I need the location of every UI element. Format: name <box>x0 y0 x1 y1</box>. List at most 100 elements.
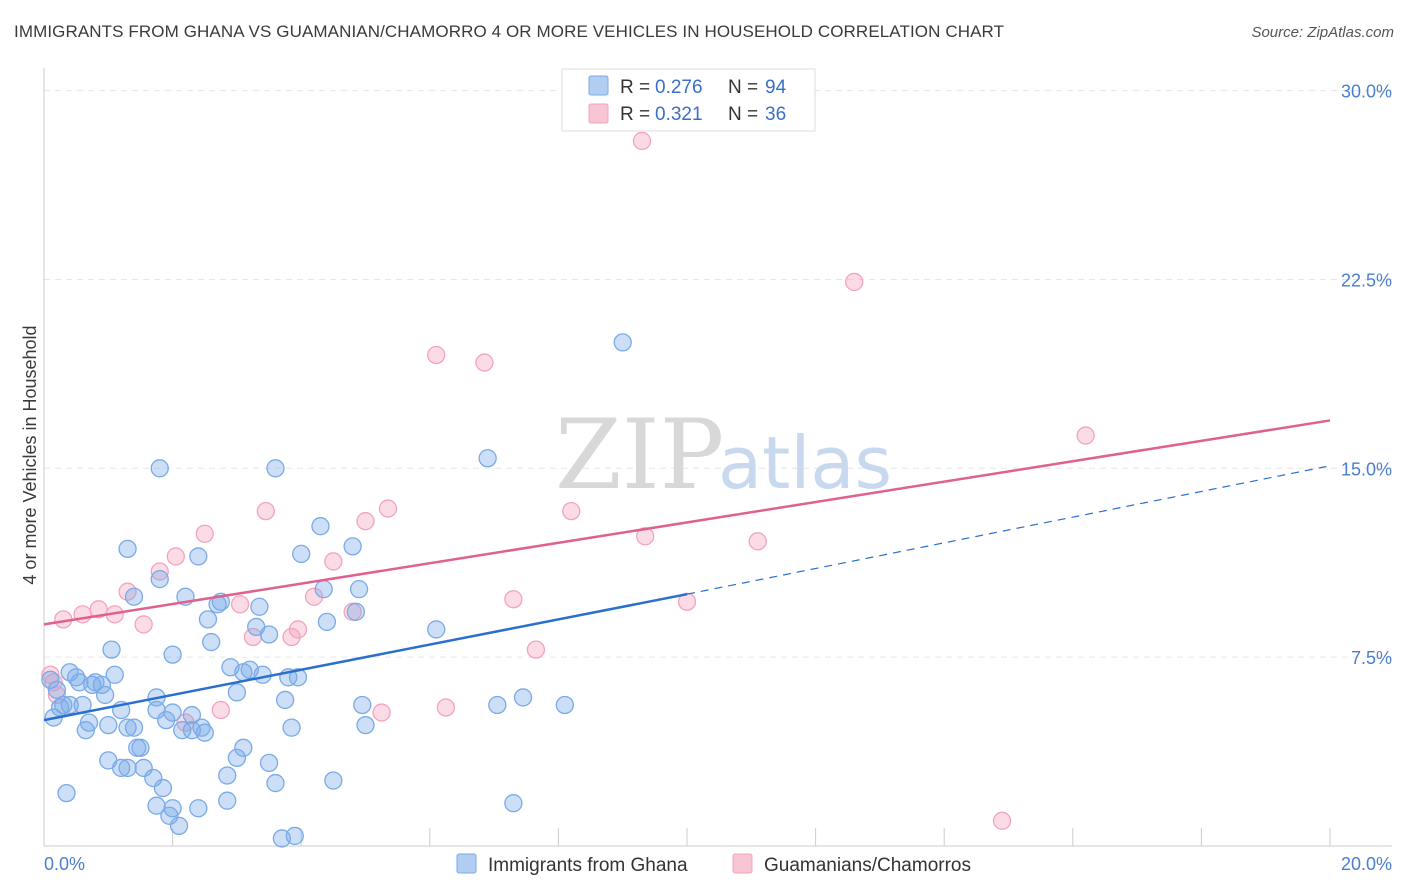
point-series0-45 <box>189 547 208 566</box>
point-series0-70 <box>311 517 330 536</box>
legend-n-label-guam: N = <box>728 104 758 125</box>
point-series1-25 <box>427 345 446 365</box>
watermark: ZIP atlas <box>555 399 892 511</box>
legend-swatch-ghana <box>588 75 609 96</box>
point-series0-92 <box>195 723 214 742</box>
point-series0-30 <box>160 806 179 825</box>
y-tick-label-3: 30.0% <box>1341 82 1392 102</box>
point-series0-42 <box>157 710 176 730</box>
legend-n-value-ghana: 94 <box>765 77 787 98</box>
point-series1-18 <box>288 620 308 639</box>
point-series0-88 <box>234 738 253 757</box>
point-series0-39 <box>192 718 211 737</box>
point-series1-28 <box>504 590 523 609</box>
y-tick-labels: 7.5% 15.0% 22.5% 30.0% <box>1341 82 1392 669</box>
bottom-legend-swatch-guam <box>732 853 753 874</box>
point-series1-26 <box>436 698 456 717</box>
point-series1-10 <box>166 547 185 566</box>
chart-title: IMMIGRANTS FROM GHANA VS GUAMANIAN/CHAMO… <box>14 22 1005 41</box>
trend-line-ghana <box>43 592 688 722</box>
point-series1-31 <box>632 131 652 151</box>
point-series1-32 <box>636 527 655 546</box>
point-series1-23 <box>372 703 391 722</box>
point-series0-46 <box>198 610 218 629</box>
y-tick-label-0: 7.5% <box>1351 648 1392 668</box>
point-series0-75 <box>346 602 366 621</box>
point-series0-72 <box>317 612 337 632</box>
point-series0-93 <box>240 660 259 679</box>
point-series1-9 <box>150 562 169 581</box>
point-series0-76 <box>349 580 369 599</box>
point-series1-20 <box>324 552 343 571</box>
legend-r-value-guam: 0.321 <box>655 104 703 125</box>
point-series0-35 <box>150 569 169 589</box>
point-series0-79 <box>427 620 446 639</box>
point-series0-77 <box>353 695 372 715</box>
point-series1-34 <box>748 532 767 551</box>
point-series0-5 <box>67 668 86 687</box>
bottom-legend-label-ghana: Immigrants from Ghana <box>488 855 688 876</box>
legend-n-value-guam: 36 <box>765 104 786 125</box>
point-series0-89 <box>57 783 76 803</box>
point-series0-57 <box>250 597 269 616</box>
source-label: Source: ZipAtlas.com <box>1251 24 1394 41</box>
trend-line-guam <box>43 419 1331 626</box>
point-series0-53 <box>218 791 237 810</box>
point-series0-91 <box>112 758 131 778</box>
point-series0-69 <box>292 544 311 564</box>
point-series0-13 <box>86 673 105 692</box>
point-series0-85 <box>613 333 632 352</box>
point-series0-31 <box>189 799 208 818</box>
legend-n-label-ghana: N = <box>728 77 758 98</box>
point-series0-90 <box>50 698 70 717</box>
point-series0-34 <box>150 459 169 478</box>
legend-r-label-ghana: R = <box>620 77 650 98</box>
point-series1-30 <box>562 501 581 521</box>
point-series0-47 <box>202 632 221 652</box>
y-axis-label: 4 or more Vehicles in Household <box>20 325 40 584</box>
point-series0-58 <box>259 753 279 773</box>
trend-line-ghana-extrapolated <box>686 465 1331 595</box>
point-series0-63 <box>275 690 295 710</box>
point-series0-32 <box>118 539 137 559</box>
point-series1-27 <box>475 353 494 372</box>
point-series1-29 <box>526 640 546 659</box>
point-series0-60 <box>259 625 279 644</box>
point-series0-33 <box>124 587 144 606</box>
bottom-legend-label-guam: Guamanians/Chamorros <box>764 855 971 876</box>
point-series0-82 <box>504 794 523 813</box>
point-series0-71 <box>314 580 333 599</box>
point-series0-54 <box>227 683 247 702</box>
point-series0-84 <box>555 695 574 715</box>
point-series0-3 <box>54 695 73 715</box>
point-series0-17 <box>102 640 121 659</box>
point-series0-43 <box>163 645 182 664</box>
point-series1-8 <box>134 615 153 634</box>
y-tick-label-1: 15.0% <box>1341 459 1392 479</box>
point-series0-65 <box>282 718 301 737</box>
point-series1-16 <box>256 501 275 521</box>
legend-r-value-ghana: 0.276 <box>655 77 703 98</box>
point-series0-1 <box>47 680 67 700</box>
point-series1-13 <box>211 700 230 720</box>
point-series1-35 <box>845 272 864 292</box>
point-series1-17 <box>282 627 301 647</box>
point-series0-22 <box>118 758 137 778</box>
x-tick-label-1: 20.0% <box>1341 854 1392 874</box>
point-series0-87 <box>128 738 147 757</box>
point-series0-83 <box>513 688 533 707</box>
point-series0-51 <box>227 748 247 768</box>
point-series0-80 <box>478 449 497 468</box>
watermark-zip: ZIP <box>555 399 724 511</box>
bottom-legend-swatch-ghana <box>456 853 477 874</box>
point-series1-37 <box>1076 426 1095 445</box>
point-series0-78 <box>356 715 375 735</box>
point-series0-0 <box>41 670 60 689</box>
y-tick-label-2: 22.5% <box>1341 270 1392 290</box>
point-series0-86 <box>182 705 202 725</box>
point-series1-14 <box>230 595 250 614</box>
point-series0-81 <box>488 695 507 715</box>
point-series0-15 <box>105 665 124 684</box>
point-series0-26 <box>153 778 173 798</box>
grid-lines <box>44 90 1392 658</box>
